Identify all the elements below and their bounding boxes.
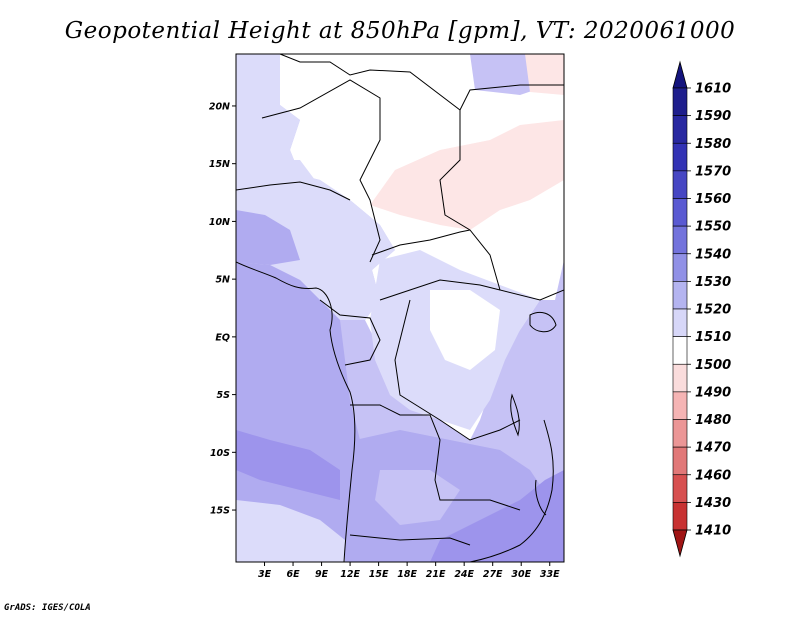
- border-sahara: [261, 79, 381, 263]
- boundaries: [236, 54, 564, 562]
- colorbar-label: 1470: [695, 441, 731, 456]
- colorbar-label: 1520: [695, 303, 731, 318]
- colorbar-bottom-arrow: [672, 529, 688, 558]
- colorbar: 1610 1590 1580 1570 1560 1550 1540 1530 1520 1510…: [672, 60, 731, 558]
- lat-tick-label: 20N: [209, 101, 230, 112]
- colorbar-label: 1610: [695, 82, 731, 97]
- lat-tick-label: 5S: [217, 390, 231, 401]
- colorbar-segment: [672, 419, 688, 448]
- colorbar-segment: [672, 87, 688, 116]
- colorbar-segment: [672, 115, 688, 144]
- colorbar-segment: [672, 253, 688, 282]
- lat-tick-label: 10N: [209, 217, 230, 228]
- longitude-axis: 3E 6E 9E 12E 15E 18E 21E 24E 27E 30E 33E: [258, 562, 560, 580]
- field-region-1550-ocean: [236, 430, 340, 500]
- colorbar-segment: [672, 281, 688, 310]
- colorbar-segment: [672, 502, 688, 531]
- field-region-1550-se: [430, 470, 564, 562]
- colorbar-label: 1560: [695, 192, 731, 207]
- colorbar-label: 1510: [695, 330, 731, 345]
- border-north: [279, 54, 564, 111]
- colorbar-label: 1500: [695, 358, 731, 373]
- field-region-1510-basin: [430, 290, 500, 370]
- lat-tick-label: 15S: [210, 506, 230, 517]
- colorbar-top-arrow: [672, 60, 688, 89]
- border-sahel-west: [236, 181, 351, 201]
- field-region-1530-sw-inner: [375, 470, 460, 525]
- coastline-east-africa: [469, 419, 554, 562]
- border-central-2: [379, 279, 501, 301]
- colorbar-segment: [672, 142, 688, 172]
- latitude-axis: 20N 15N 10N 5N EQ 5S 10S 15S: [209, 101, 236, 517]
- field-region-1520-sw: [236, 500, 345, 562]
- colorbar-segment: [672, 363, 688, 393]
- colorbar-segment: [672, 225, 688, 255]
- map-title: Geopotential Height at 850hPa [gpm], VT:…: [64, 18, 736, 44]
- lake-tanganyika: [510, 393, 520, 437]
- border-west-coast: [319, 299, 381, 366]
- border-congo: [394, 299, 521, 441]
- lake-malawi: [535, 479, 547, 516]
- lat-tick-label: EQ: [215, 332, 230, 343]
- colorbar-segment: [672, 446, 688, 476]
- lon-tick-label: 21E: [426, 569, 446, 580]
- lon-tick-label: 15E: [369, 569, 389, 580]
- colorbar-label: 1550: [695, 220, 731, 235]
- lon-tick-label: 9E: [315, 569, 329, 580]
- colorbar-label: 1430: [695, 496, 731, 511]
- colorbar-segment: [672, 308, 688, 337]
- lon-tick-label: 6E: [286, 569, 300, 580]
- colorbar-label: 1590: [695, 109, 731, 124]
- colorbar-segment: [672, 198, 688, 227]
- coastline-west-africa: [236, 261, 356, 562]
- lon-tick-label: 33E: [540, 569, 560, 580]
- field-region-1500-ne: [525, 54, 564, 95]
- lon-tick-label: 30E: [511, 569, 531, 580]
- border-central-1: [371, 229, 471, 256]
- lat-tick-label: 5N: [215, 275, 230, 286]
- colorbar-label: 1580: [695, 137, 731, 152]
- height-field: [236, 54, 564, 562]
- colorbar-segment: [672, 474, 688, 503]
- lon-tick-label: 18E: [397, 569, 417, 580]
- grads-credit: GrADS: IGES/COLA: [4, 603, 91, 613]
- lon-tick-label: 12E: [340, 569, 360, 580]
- colorbar-label: 1490: [695, 385, 731, 400]
- colorbar-segment: [672, 170, 688, 199]
- border-angola: [350, 404, 521, 511]
- border-south: [349, 534, 471, 546]
- field-region-1540-west: [236, 210, 300, 265]
- lon-tick-label: 24E: [454, 569, 474, 580]
- colorbar-segment: [672, 391, 688, 420]
- colorbar-label: 1530: [695, 275, 731, 290]
- map-frame: [235, 53, 565, 563]
- lake-victoria: [529, 312, 557, 333]
- colorbar-label: 1410: [695, 524, 731, 539]
- colorbar-label: 1540: [695, 247, 731, 262]
- colorbar-label: 1480: [695, 413, 731, 428]
- lon-tick-label: 27E: [483, 569, 503, 580]
- lat-tick-label: 10S: [210, 448, 230, 459]
- field-region-1500-east: [370, 120, 564, 230]
- colorbar-label: 1570: [695, 164, 731, 179]
- lon-tick-label: 3E: [258, 569, 272, 580]
- colorbar-label: 1460: [695, 468, 731, 483]
- colorbar-segment: [672, 336, 688, 365]
- lat-tick-label: 15N: [209, 159, 230, 170]
